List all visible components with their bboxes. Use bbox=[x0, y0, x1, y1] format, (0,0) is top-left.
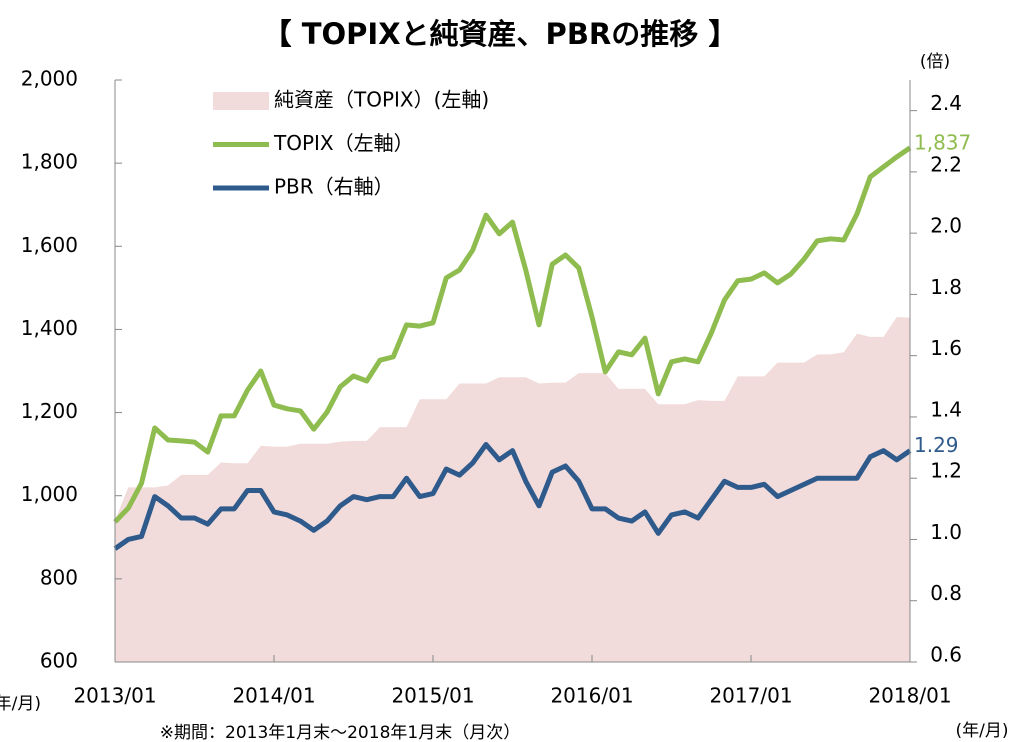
y-tick-label: 1,400 bbox=[21, 316, 78, 340]
legend-label: TOPIX（左軸） bbox=[273, 131, 414, 155]
y2-tick-label: 0.8 bbox=[930, 581, 962, 605]
x-unit: (年/月) bbox=[0, 694, 41, 714]
x-tick-label: 2017/01 bbox=[709, 684, 792, 708]
y2-tick-label: 2.2 bbox=[930, 152, 962, 176]
note: ※期間：2013年1月末～2018年1月末（月次） bbox=[160, 723, 520, 742]
x-tick-label: 2015/01 bbox=[391, 684, 474, 708]
y-tick-label: 800 bbox=[40, 565, 78, 589]
y2-unit: (倍) bbox=[920, 52, 950, 72]
y-tick-label: 1,800 bbox=[21, 150, 78, 174]
legend-label: PBR（右軸） bbox=[274, 175, 394, 199]
y-tick-label: 1,000 bbox=[21, 482, 78, 506]
x-tick-label: 2014/01 bbox=[232, 684, 315, 708]
y-tick-label: 2,000 bbox=[21, 67, 78, 91]
x-tick-label: 2016/01 bbox=[550, 684, 633, 708]
y2-tick-label: 2.4 bbox=[930, 91, 962, 115]
data-label: 1.29 bbox=[914, 433, 959, 457]
y2-tick-label: 1.6 bbox=[930, 336, 962, 360]
legend-label: 純資産（TOPIX）(左軸) bbox=[274, 88, 489, 112]
y-tick-label: 1,200 bbox=[21, 399, 78, 423]
y2-tick-label: 2.0 bbox=[930, 214, 962, 238]
legend-swatch bbox=[213, 92, 269, 110]
x-tick-label: 2018/01 bbox=[868, 684, 951, 708]
x-tick-label: 2013/01 bbox=[73, 684, 156, 708]
line bbox=[113, 442, 912, 551]
line bbox=[113, 145, 912, 524]
y2-tick-label: 1.4 bbox=[930, 397, 962, 421]
y-tick-label: 600 bbox=[40, 649, 78, 673]
y2-tick-label: 1.0 bbox=[930, 520, 962, 544]
y2-tick-label: 1.8 bbox=[930, 275, 962, 299]
y-tick-label: 1,600 bbox=[21, 233, 78, 257]
area bbox=[115, 316, 910, 662]
chart-title: 【 TOPIXと純資産、PBRの推移 】 bbox=[263, 17, 738, 51]
x-unit: (年/月) bbox=[956, 721, 1009, 741]
y2-tick-label: 0.6 bbox=[930, 643, 962, 667]
y2-tick-label: 1.2 bbox=[930, 459, 962, 483]
data-label: 1,837 bbox=[914, 130, 971, 154]
